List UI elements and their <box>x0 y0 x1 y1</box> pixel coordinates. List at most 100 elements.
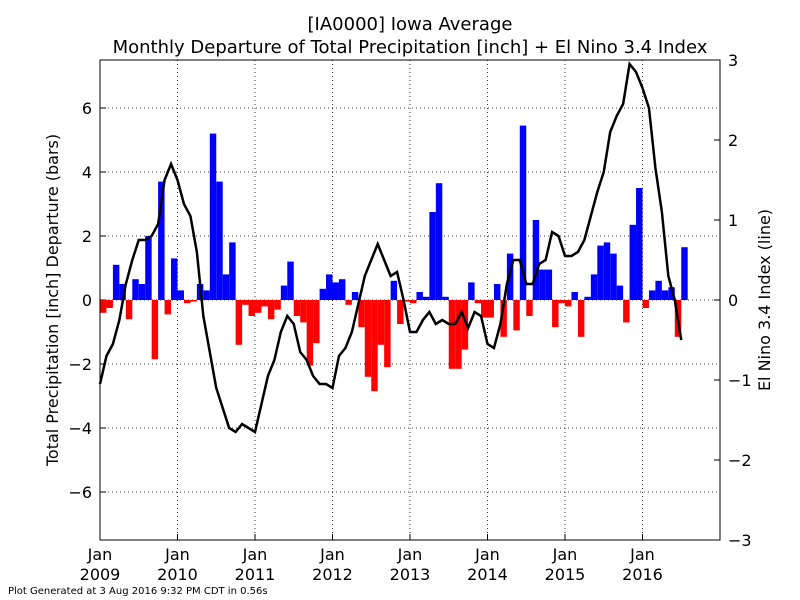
plot-frame <box>99 59 721 541</box>
bar <box>681 247 688 300</box>
bar <box>222 274 230 300</box>
bar <box>558 300 565 304</box>
bar <box>616 285 624 300</box>
bar <box>668 287 675 300</box>
bar <box>455 300 462 369</box>
bar <box>442 296 449 300</box>
bar <box>138 284 146 300</box>
bar <box>629 224 637 300</box>
y2-tick-label: −3 <box>728 531 752 550</box>
bar <box>416 292 423 300</box>
chart-subtitle: Monthly Departure of Total Precipitation… <box>113 37 708 58</box>
bar <box>235 300 243 345</box>
bar <box>100 300 107 313</box>
bar <box>112 264 120 300</box>
bar <box>410 300 417 304</box>
y-tick-label: −6 <box>68 483 92 502</box>
bar <box>493 284 501 300</box>
y2-tick-label: 3 <box>728 51 738 70</box>
bar <box>623 300 630 323</box>
bar <box>461 300 469 350</box>
bar <box>255 300 262 313</box>
bar <box>500 300 507 337</box>
bar <box>125 300 133 320</box>
bar <box>603 242 611 300</box>
bar <box>403 300 410 302</box>
bar <box>655 280 662 300</box>
bar <box>132 279 139 300</box>
bar <box>267 300 275 320</box>
bar <box>429 212 436 300</box>
bar <box>526 300 533 316</box>
y-tick-label: −4 <box>68 419 92 438</box>
bar <box>648 290 656 300</box>
bar <box>119 284 126 300</box>
bar <box>371 300 378 392</box>
x-tick-label: Jan 2016 <box>622 545 663 584</box>
y-tick-label: 6 <box>82 99 92 118</box>
bar <box>474 300 482 304</box>
bar <box>384 300 391 368</box>
bar <box>661 290 669 300</box>
bar <box>565 300 572 307</box>
y-tick-label: −2 <box>68 355 92 374</box>
bar <box>435 183 443 300</box>
footer: Plot Generated at 3 Aug 2016 9:32 PM CDT… <box>8 586 268 597</box>
bar <box>145 236 152 300</box>
bar <box>513 300 520 331</box>
x-tick-label: Jan 2013 <box>390 545 431 584</box>
bar <box>481 300 488 318</box>
y2-tick-label: −1 <box>728 371 752 390</box>
bar <box>597 245 604 300</box>
bar <box>345 300 352 305</box>
bar <box>642 300 649 308</box>
y2-axis-label: El Nino 3.4 Index (line) <box>755 209 774 391</box>
bar <box>261 300 268 307</box>
bar <box>229 242 236 300</box>
bar <box>448 300 456 369</box>
bar <box>351 292 359 300</box>
bar <box>300 300 307 323</box>
y-axis-label: Total Precipitation [inch] Departure (ba… <box>43 134 62 467</box>
bar <box>422 296 430 300</box>
bar <box>319 288 327 300</box>
bar <box>190 300 197 302</box>
bar <box>313 300 320 344</box>
y-tick-label: 0 <box>82 291 92 310</box>
line <box>98 61 683 434</box>
bar <box>171 258 178 300</box>
x-tick-label: Jan 2011 <box>235 545 276 584</box>
bar <box>552 300 559 328</box>
bar <box>364 300 372 377</box>
bar <box>177 290 184 300</box>
bar <box>306 300 314 366</box>
bar <box>164 300 172 315</box>
bar <box>293 300 301 316</box>
x-tick-label: Jan 2014 <box>467 545 508 584</box>
chart-title: [IA0000] Iowa Average <box>308 14 513 35</box>
bar <box>390 280 398 300</box>
bar <box>242 300 249 305</box>
bar <box>248 300 255 316</box>
bar <box>326 274 333 300</box>
bar <box>577 300 585 337</box>
bar <box>532 220 540 300</box>
bar <box>571 292 578 300</box>
x-tick-label: Jan 2012 <box>312 545 353 584</box>
y2-tick-label: 1 <box>728 211 738 230</box>
bar <box>151 300 159 360</box>
bar <box>274 300 281 310</box>
bar <box>216 181 223 300</box>
y-tick-label: 4 <box>82 163 92 182</box>
bar <box>209 133 217 300</box>
bar <box>106 300 113 308</box>
y-tick-label: 2 <box>82 227 92 246</box>
y2-tick-label: 2 <box>728 131 738 150</box>
bar <box>636 188 643 300</box>
bar <box>280 285 288 300</box>
bar <box>397 300 404 324</box>
y2-tick-label: 0 <box>728 291 738 310</box>
bar <box>377 300 385 345</box>
bar <box>287 261 294 300</box>
